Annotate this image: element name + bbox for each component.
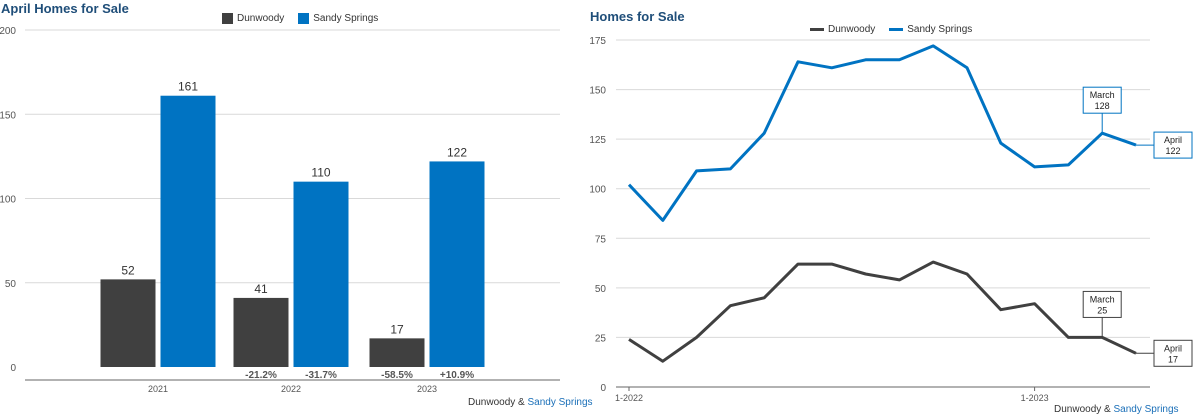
bar-y-tick-label: 200: [0, 26, 16, 37]
bar-y-tick-label: 100: [0, 195, 16, 206]
legend-swatch-sandy-springs-line: [889, 28, 904, 31]
line-chart-panel: Homes for Sale Dunwoody Sandy Springs 0 2…: [580, 0, 1200, 417]
bar-value-label: 52: [121, 263, 135, 277]
line-y-tick-label: 50: [595, 284, 607, 295]
bar-value-label: 122: [447, 145, 467, 159]
bar-dunwoody-2021: [100, 279, 156, 367]
legend-label-dunwoody: Dunwoody: [237, 13, 285, 24]
bar-sandy-springs-2023: [429, 161, 485, 367]
annotation-value: 122: [1165, 146, 1180, 156]
bar-x-tick-label: 2023: [417, 384, 437, 394]
legend-item-sandy-springs-line[interactable]: Sandy Springs: [889, 24, 972, 35]
bar-value-label: 41: [254, 282, 268, 296]
annotation-box: [1153, 339, 1193, 367]
bar-change-label: -58.5%: [381, 370, 413, 381]
bar-sandy-springs-2022: [293, 181, 349, 367]
line-x-tick-label: 1-2022: [615, 393, 643, 403]
line-x-tick-label: 1-2023: [1021, 393, 1049, 403]
line-y-tick-label: 175: [589, 36, 606, 47]
bar-x-tick-label: 2021: [148, 384, 168, 394]
annotation-month: March: [1090, 294, 1115, 304]
bar-chart-title: April Homes for Sale: [1, 1, 129, 16]
annotation-box: [1082, 86, 1122, 114]
annotation-box: [1153, 131, 1193, 159]
line-series-sandy-springs: [627, 44, 1137, 222]
bar-x-tick-label: 2022: [281, 384, 301, 394]
line-y-tick-label: 150: [589, 86, 606, 97]
bar-dunwoody-2022: [233, 297, 289, 367]
annotation-month: April: [1164, 135, 1182, 145]
bar-chart-plot: 0 50 100 150 200 52 161 2021 41 -21.2% 110 -31.7% 20…: [0, 26, 560, 394]
bar-chart-panel: April Homes for Sale Dunwoody Sandy Spri…: [0, 0, 593, 417]
legend-item-sandy-springs[interactable]: Sandy Springs: [298, 13, 378, 24]
line-chart-legend: Dunwoody Sandy Springs: [810, 24, 972, 35]
bar-chart-legend: Dunwoody Sandy Springs: [222, 13, 378, 24]
annotation-value: 128: [1095, 101, 1110, 111]
bar-chart-source: Dunwoody & Sandy Springs: [468, 397, 593, 408]
line-chart-title: Homes for Sale: [590, 9, 685, 24]
bar-change-label: -21.2%: [245, 370, 277, 381]
annotation-value: 17: [1168, 354, 1178, 364]
legend-item-dunwoody-line[interactable]: Dunwoody: [810, 24, 875, 35]
line-y-tick-label: 100: [589, 185, 606, 196]
bar-y-tick-label: 150: [0, 110, 16, 121]
line-chart-source: Dunwoody & Sandy Springs: [1054, 404, 1179, 415]
annotation-value: 25: [1097, 305, 1107, 315]
line-y-tick-label: 25: [595, 333, 607, 344]
legend-swatch-dunwoody-line: [810, 28, 824, 31]
line-y-tick-label: 125: [589, 135, 606, 146]
legend-label-sandy-springs: Sandy Springs: [313, 13, 379, 24]
bar-dunwoody-2023: [369, 338, 425, 367]
annotation-month: March: [1090, 90, 1115, 100]
line-y-tick-label: 75: [595, 234, 607, 245]
bar-y-tick-label: 50: [5, 279, 17, 290]
bar-change-label: -31.7%: [305, 370, 337, 381]
legend-item-dunwoody[interactable]: Dunwoody: [222, 13, 284, 24]
bar-value-label: 110: [311, 166, 330, 180]
legend-label-dunwoody-line: Dunwoody: [828, 24, 876, 35]
line-y-tick-label: 0: [600, 383, 606, 394]
bar-y-tick-label: 0: [10, 363, 16, 374]
line-series-dunwoody: [628, 260, 1137, 363]
legend-label-sandy-springs-line: Sandy Springs: [907, 24, 973, 35]
annotation-box: [1082, 290, 1122, 318]
annotation-month: April: [1164, 343, 1182, 353]
legend-swatch-dunwoody: [222, 13, 233, 24]
bar-change-label: +10.9%: [440, 370, 474, 381]
bar-value-label: 161: [178, 80, 198, 94]
bar-sandy-springs-2021: [160, 95, 216, 367]
legend-swatch-sandy-springs: [298, 13, 310, 24]
bar-value-label: 17: [390, 322, 404, 336]
